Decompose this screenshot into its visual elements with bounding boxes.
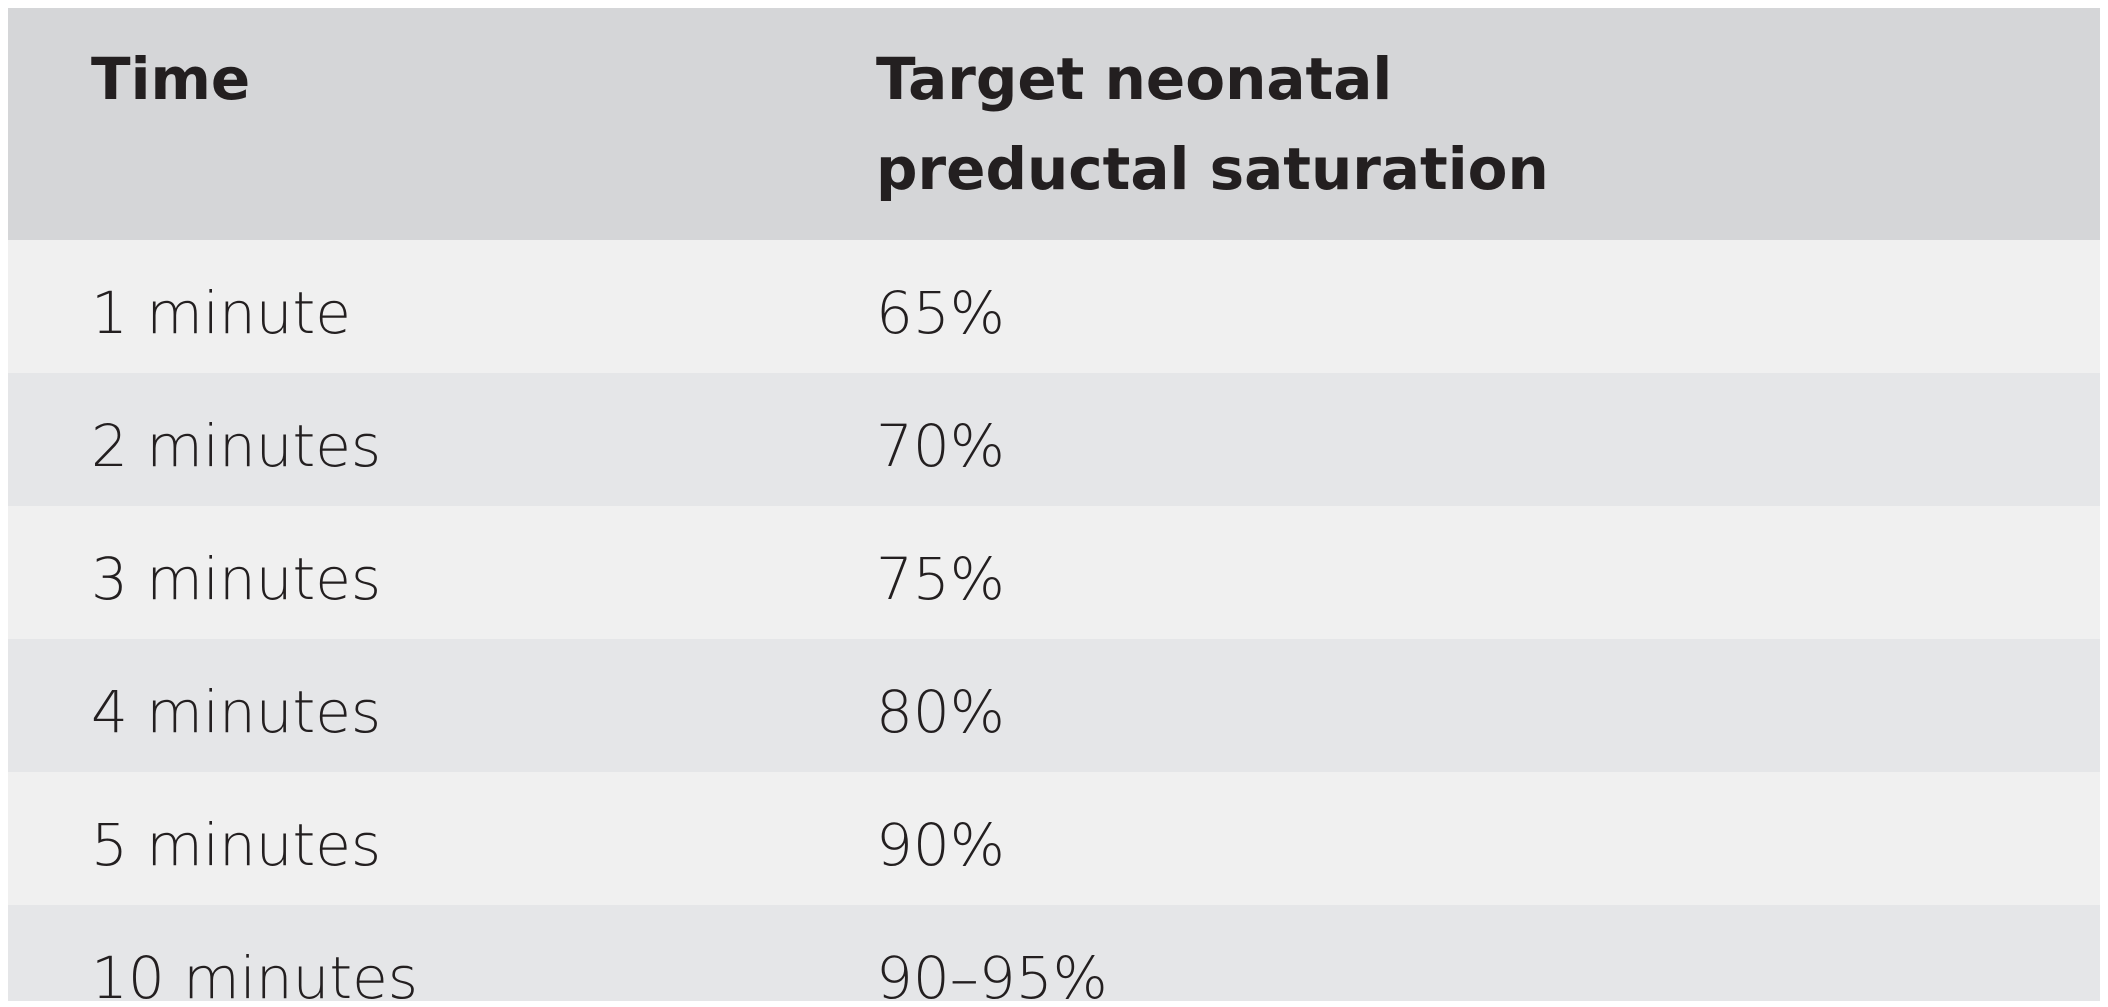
header-cell: Time <box>8 8 876 240</box>
table-header: Time Target neonatal preductal saturatio… <box>8 8 2100 240</box>
table-cell: 90% <box>876 772 2100 905</box>
table-cell: 5 minutes <box>8 772 876 905</box>
table-row: 3 minutes 75% <box>8 506 2100 639</box>
table-body: 1 minute 65% 2 minutes 70% 3 minutes 75% 4 min… <box>8 240 2100 1001</box>
header-cell: Target neonatal preductal saturation <box>876 8 2100 240</box>
table-row: 2 minutes 70% <box>8 373 2100 506</box>
table-cell: 80% <box>876 639 2100 772</box>
table-cell: 2 minutes <box>8 373 876 506</box>
table: Time Target neonatal preductal saturatio… <box>8 8 2100 1001</box>
table-cell: 75% <box>876 506 2100 639</box>
table-cell: 65% <box>876 240 2100 373</box>
table-frame: Time Target neonatal preductal saturatio… <box>8 8 2100 1001</box>
table-row: 1 minute 65% <box>8 240 2100 373</box>
table-cell: 1 minute <box>8 240 876 373</box>
header-row: Time Target neonatal preductal saturatio… <box>8 8 2100 240</box>
table-cell: 3 minutes <box>8 506 876 639</box>
table-cell: 4 minutes <box>8 639 876 772</box>
table-cell: 90–95% <box>876 905 2100 1001</box>
table-row: 10 minutes 90–95% <box>8 905 2100 1001</box>
table-cell: 10 minutes <box>8 905 876 1001</box>
table-row: 5 minutes 90% <box>8 772 2100 905</box>
table-row: 4 minutes 80% <box>8 639 2100 772</box>
table-cell: 70% <box>876 373 2100 506</box>
